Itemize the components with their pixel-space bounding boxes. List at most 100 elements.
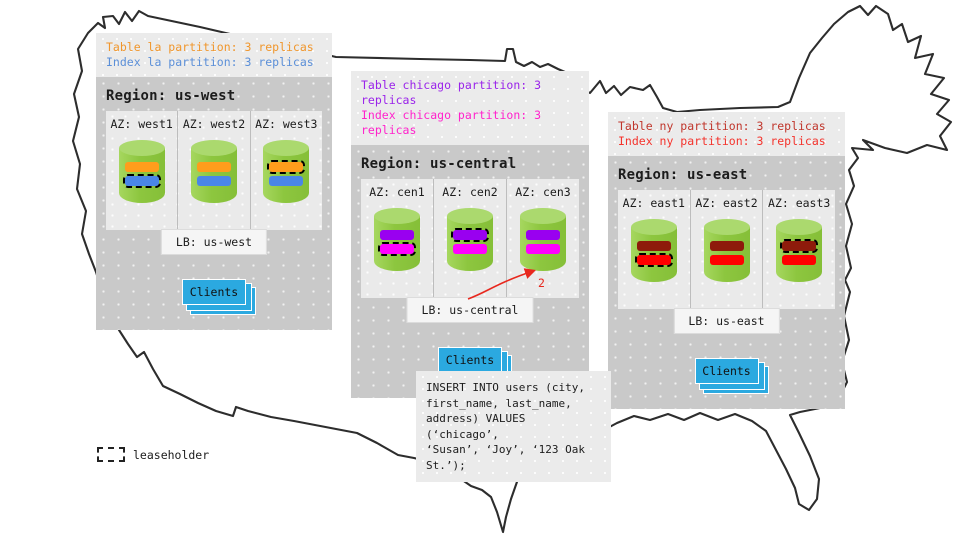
az-column-cen3: AZ: cen3 bbox=[507, 179, 579, 298]
az-label: AZ: west3 bbox=[255, 117, 318, 131]
az-row: AZ: east1 AZ: east2 bbox=[618, 190, 835, 309]
db-node-cylinder bbox=[190, 140, 237, 203]
index-partition-replica bbox=[196, 176, 231, 186]
az-label: AZ: east2 bbox=[695, 196, 758, 210]
replica-bars bbox=[709, 241, 744, 265]
replica-bars bbox=[526, 230, 560, 254]
az-column-west3: AZ: west3 bbox=[251, 111, 322, 230]
cylinder-top bbox=[263, 140, 310, 156]
replica-bars bbox=[196, 162, 231, 186]
table-partition-replica bbox=[267, 160, 306, 174]
region-panel: Region: us-west AZ: west1 AZ: west2 bbox=[96, 77, 332, 330]
replica-bars bbox=[267, 160, 306, 186]
db-node-cylinder bbox=[118, 140, 165, 203]
cylinder-top bbox=[776, 219, 823, 235]
cylinder-top bbox=[520, 208, 566, 224]
az-label: AZ: cen1 bbox=[369, 185, 425, 199]
az-column-west1: AZ: west1 bbox=[106, 111, 179, 230]
partition-note: Table la partition: 3 replicas Index la … bbox=[96, 33, 332, 77]
load-balancer: LB: us-central bbox=[406, 297, 534, 323]
cylinder-top bbox=[703, 219, 750, 235]
leaseholder-legend: leaseholder bbox=[97, 447, 209, 462]
table-partition-note: Table chicago partition: 3 replicas bbox=[361, 78, 542, 107]
cylinder-top bbox=[190, 140, 237, 156]
az-label: AZ: cen3 bbox=[515, 185, 571, 199]
table-partition-replica bbox=[124, 162, 159, 172]
region-title: Region: us-central bbox=[361, 156, 517, 172]
partition-note: Table ny partition: 3 replicas Index ny … bbox=[608, 112, 845, 156]
table-partition-replica bbox=[709, 241, 744, 251]
az-column-east3: AZ: east3 bbox=[763, 190, 835, 309]
leaseholder-swatch-icon bbox=[97, 447, 125, 462]
replica-bars bbox=[378, 230, 416, 256]
index-partition-replica bbox=[122, 174, 161, 188]
az-row: AZ: west1 AZ: west2 bbox=[106, 111, 322, 230]
region-us-east: Table ny partition: 3 replicas Index ny … bbox=[608, 112, 845, 409]
az-column-east1: AZ: east1 bbox=[618, 190, 691, 309]
table-partition-replica bbox=[526, 230, 560, 240]
table-partition-note: Table la partition: 3 replicas bbox=[106, 40, 314, 54]
load-balancer: LB: us-east bbox=[673, 308, 780, 334]
index-partition-replica bbox=[526, 244, 560, 254]
table-partition-replica bbox=[636, 241, 671, 251]
replica-bars bbox=[780, 239, 819, 265]
index-partition-note: Index chicago partition: 3 replicas bbox=[361, 108, 542, 137]
index-partition-note: Index ny partition: 3 replicas bbox=[618, 134, 826, 148]
table-partition-replica bbox=[380, 230, 414, 240]
region-us-central: Table chicago partition: 3 replicas Inde… bbox=[351, 71, 589, 398]
table-partition-replica bbox=[196, 162, 231, 172]
cylinder-top bbox=[118, 140, 165, 156]
leaseholder-legend-label: leaseholder bbox=[133, 447, 210, 462]
clients-button[interactable]: Clients bbox=[438, 347, 502, 373]
replica-bars bbox=[122, 162, 161, 188]
az-row: AZ: cen1 AZ: cen2 bbox=[361, 179, 579, 298]
cylinder-top bbox=[630, 219, 677, 235]
index-partition-replica bbox=[634, 253, 673, 267]
region-us-west: Table la partition: 3 replicas Index la … bbox=[96, 33, 332, 330]
table-partition-replica bbox=[451, 228, 489, 242]
cylinder-top bbox=[374, 208, 420, 224]
index-partition-replica bbox=[782, 255, 817, 265]
db-node-cylinder bbox=[447, 208, 493, 271]
az-column-cen2: AZ: cen2 bbox=[434, 179, 507, 298]
az-column-cen1: AZ: cen1 bbox=[361, 179, 434, 298]
cylinder-top bbox=[447, 208, 493, 224]
clients-stack: Clients bbox=[182, 279, 256, 315]
az-label: AZ: west1 bbox=[110, 117, 173, 131]
db-node-cylinder bbox=[374, 208, 420, 271]
index-partition-replica bbox=[269, 176, 304, 186]
az-label: AZ: east1 bbox=[622, 196, 685, 210]
replica-bars bbox=[634, 241, 673, 267]
clients-button[interactable]: Clients bbox=[694, 358, 759, 384]
az-label: AZ: cen2 bbox=[442, 185, 498, 199]
region-panel: Region: us-central AZ: cen1 AZ: cen2 bbox=[351, 145, 589, 398]
db-node-cylinder bbox=[520, 208, 566, 271]
region-title: Region: us-east bbox=[618, 167, 748, 183]
az-column-west2: AZ: west2 bbox=[178, 111, 251, 230]
clients-stack: Clients bbox=[438, 347, 512, 383]
index-partition-replica bbox=[453, 244, 487, 254]
db-node-cylinder bbox=[776, 219, 823, 282]
db-node-cylinder bbox=[263, 140, 310, 203]
load-balancer: LB: us-west bbox=[160, 229, 268, 255]
table-partition-note: Table ny partition: 3 replicas bbox=[618, 119, 826, 133]
index-partition-note: Index la partition: 3 replicas bbox=[106, 55, 314, 69]
az-column-east2: AZ: east2 bbox=[691, 190, 764, 309]
clients-button[interactable]: Clients bbox=[182, 279, 246, 305]
sql-query-note: INSERT INTO users (city, first_name, las… bbox=[416, 371, 611, 482]
az-label: AZ: east3 bbox=[768, 196, 831, 210]
db-node-cylinder bbox=[630, 219, 677, 282]
step-2-label: 2 bbox=[538, 276, 545, 290]
partition-note: Table chicago partition: 3 replicas Inde… bbox=[351, 71, 589, 145]
region-title: Region: us-west bbox=[106, 88, 236, 104]
step-2-arrow bbox=[467, 268, 537, 300]
replica-bars bbox=[451, 228, 489, 254]
index-partition-replica bbox=[709, 255, 744, 265]
region-panel: Region: us-east AZ: east1 AZ: east2 bbox=[608, 156, 845, 409]
db-node-cylinder bbox=[703, 219, 750, 282]
table-partition-replica bbox=[780, 239, 819, 253]
index-partition-replica bbox=[378, 242, 416, 256]
clients-stack: Clients bbox=[694, 358, 769, 394]
az-label: AZ: west2 bbox=[182, 117, 246, 131]
